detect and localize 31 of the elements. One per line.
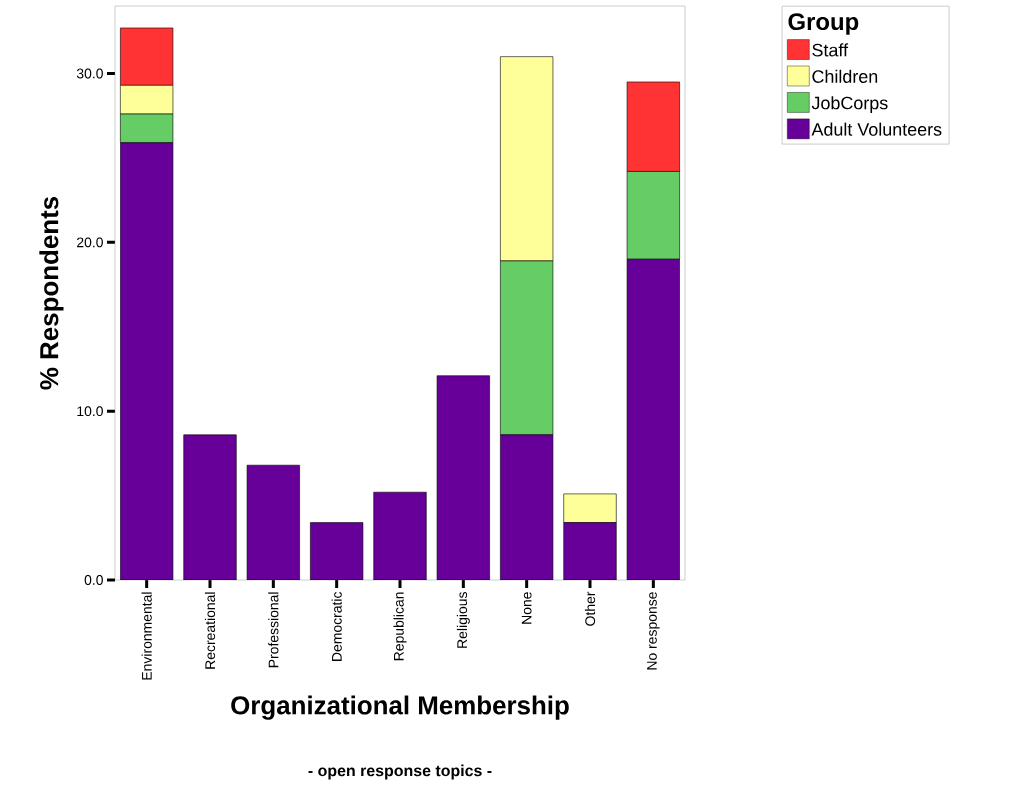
x-tick-label: Republican — [393, 592, 407, 661]
legend-label: Staff — [812, 43, 849, 57]
y-axis-title: % Respondents — [39, 196, 64, 390]
bar — [120, 142, 173, 580]
text: - open response topics - — [308, 764, 492, 780]
legend-label: JobCorps — [811, 96, 888, 113]
bar — [373, 492, 427, 580]
legend-label: Adult Volunteers — [811, 122, 942, 136]
bar — [310, 522, 363, 580]
legend-label: Children — [812, 69, 878, 83]
x-tick-label: None — [521, 592, 532, 624]
y-tick-label: 30.0 — [76, 68, 103, 79]
bar — [247, 465, 300, 580]
legend-title: Group — [788, 13, 859, 35]
bar — [437, 375, 490, 580]
x-axis-title: Organizational Membership — [231, 695, 569, 720]
x-tick-label: Recreational — [204, 592, 216, 669]
x-tick-label: No response — [647, 592, 660, 670]
y-tick-label: 10.0 — [77, 406, 103, 417]
x-tick-label: Democratic — [331, 591, 342, 661]
bar — [563, 493, 617, 523]
y-tick-label: 0.0 — [84, 575, 103, 585]
x-tick-label: Professional — [268, 592, 279, 668]
x-tick-label: Other — [584, 591, 596, 626]
bar — [500, 434, 553, 580]
bar — [626, 258, 680, 580]
x-tick-label: Religious — [456, 592, 470, 648]
y-tick-label: 20.0 — [77, 237, 103, 248]
bar — [183, 434, 237, 580]
x-tick-label: Environmental — [141, 592, 152, 680]
bar — [563, 522, 617, 580]
